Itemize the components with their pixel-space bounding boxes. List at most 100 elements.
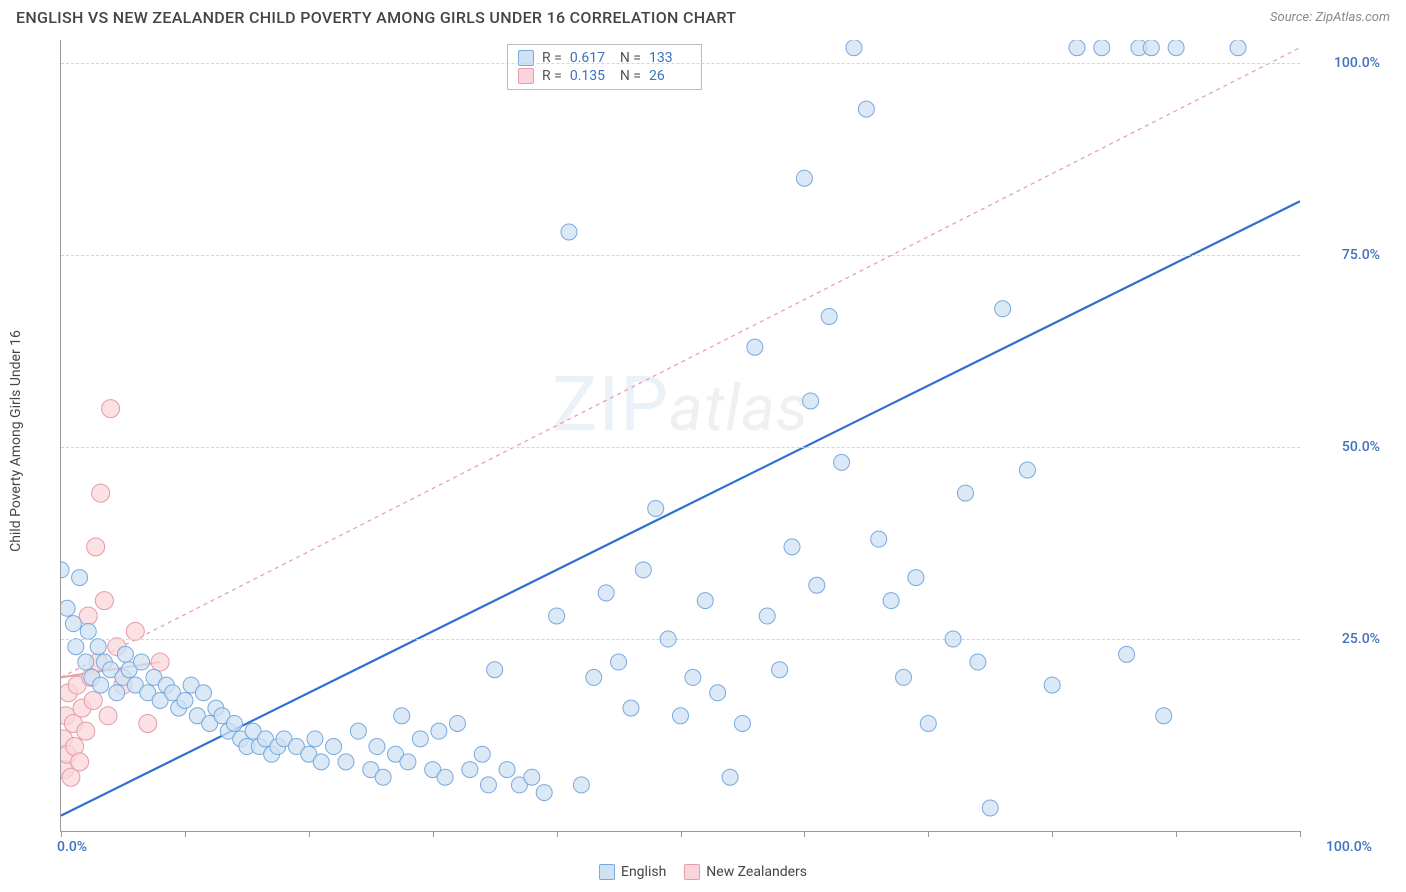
stat-n-value: 26: [649, 68, 691, 84]
newzealanders-trend-line: [61, 48, 1300, 678]
english-point: [394, 708, 410, 724]
english-point: [202, 715, 218, 731]
x-tick-label-left: 0.0%: [57, 839, 87, 855]
english-point: [177, 692, 193, 708]
english-point: [152, 692, 168, 708]
english-point: [326, 739, 342, 755]
legend-swatch: [684, 864, 700, 880]
newzealanders-point: [62, 768, 80, 786]
english-point: [171, 700, 187, 716]
english-point: [127, 677, 143, 693]
newzealanders-point: [84, 691, 102, 709]
english-point: [233, 731, 249, 747]
english-point: [288, 739, 304, 755]
english-point: [115, 669, 131, 685]
newzealanders-point: [61, 761, 74, 779]
newzealanders-point: [95, 592, 113, 610]
english-point: [586, 669, 602, 685]
source-prefix: Source:: [1270, 10, 1315, 25]
english-point: [307, 731, 323, 747]
english-point: [80, 623, 96, 639]
english-point: [908, 570, 924, 586]
newzealanders-point: [61, 707, 75, 725]
english-point: [1069, 40, 1085, 56]
svg-layer: [61, 40, 1300, 831]
english-point: [257, 731, 273, 747]
y-tick-label: 100.0%: [1310, 55, 1380, 71]
english-point: [821, 308, 837, 324]
english-point: [93, 677, 109, 693]
newzealanders-point: [82, 668, 100, 686]
x-tick: [61, 831, 62, 837]
newzealanders-point: [108, 638, 126, 656]
english-point: [1230, 40, 1246, 56]
english-point: [68, 639, 84, 655]
english-point: [834, 454, 850, 470]
x-tick: [681, 831, 682, 837]
english-point: [957, 485, 973, 501]
newzealanders-point: [66, 738, 84, 756]
english-point: [623, 700, 639, 716]
gridline: [61, 447, 1300, 448]
english-point: [697, 593, 713, 609]
english-point: [226, 715, 242, 731]
english-point: [214, 708, 230, 724]
x-tick: [1176, 831, 1177, 837]
source-name: ZipAtlas.com: [1315, 10, 1390, 25]
english-point: [896, 669, 912, 685]
x-tick: [928, 831, 929, 837]
english-point: [995, 301, 1011, 317]
english-point: [146, 669, 162, 685]
english-point: [338, 754, 354, 770]
english-point: [251, 739, 267, 755]
english-trend-line: [61, 201, 1300, 815]
stats-row: R =0.135N =26: [518, 67, 691, 85]
english-point: [400, 754, 416, 770]
x-tick-label-right: 100.0%: [1326, 839, 1372, 855]
stats-legend-box: R =0.617N =133R =0.135N =26: [507, 44, 702, 90]
english-point: [61, 562, 69, 578]
newzealanders-point: [71, 753, 89, 771]
gridline: [61, 639, 1300, 640]
newzealanders-point: [77, 722, 95, 740]
newzealanders-trend-solid: [61, 662, 160, 677]
english-point: [635, 562, 651, 578]
english-point: [208, 700, 224, 716]
newzealanders-point: [126, 622, 144, 640]
english-point: [109, 685, 125, 701]
english-point: [65, 616, 81, 632]
stat-r-value: 0.135: [570, 68, 612, 84]
english-point: [350, 723, 366, 739]
english-point: [499, 762, 515, 778]
english-point: [301, 746, 317, 762]
newzealanders-point: [79, 607, 97, 625]
legend-label: English: [621, 864, 666, 880]
english-point: [1168, 40, 1184, 56]
y-tick-label: 50.0%: [1310, 439, 1380, 455]
chart-header: ENGLISH VS NEW ZEALANDER CHILD POVERTY A…: [0, 0, 1406, 31]
english-point: [803, 393, 819, 409]
english-point: [239, 739, 255, 755]
english-point: [158, 677, 174, 693]
english-point: [1156, 708, 1172, 724]
english-point: [449, 715, 465, 731]
english-point: [431, 723, 447, 739]
source-credit: Source: ZipAtlas.com: [1270, 10, 1390, 25]
english-point: [462, 762, 478, 778]
english-point: [871, 531, 887, 547]
newzealanders-point: [61, 684, 77, 702]
stats-row: R =0.617N =133: [518, 49, 691, 67]
x-tick: [1052, 831, 1053, 837]
english-point: [375, 769, 391, 785]
english-point: [487, 662, 503, 678]
english-point: [220, 723, 236, 739]
english-point: [611, 654, 627, 670]
chart-title: ENGLISH VS NEW ZEALANDER CHILD POVERTY A…: [16, 8, 736, 27]
english-point: [90, 639, 106, 655]
english-point: [809, 577, 825, 593]
english-point: [388, 746, 404, 762]
english-point: [134, 654, 150, 670]
series-legend: EnglishNew Zealanders: [0, 864, 1406, 880]
english-point: [648, 500, 664, 516]
english-point: [276, 731, 292, 747]
